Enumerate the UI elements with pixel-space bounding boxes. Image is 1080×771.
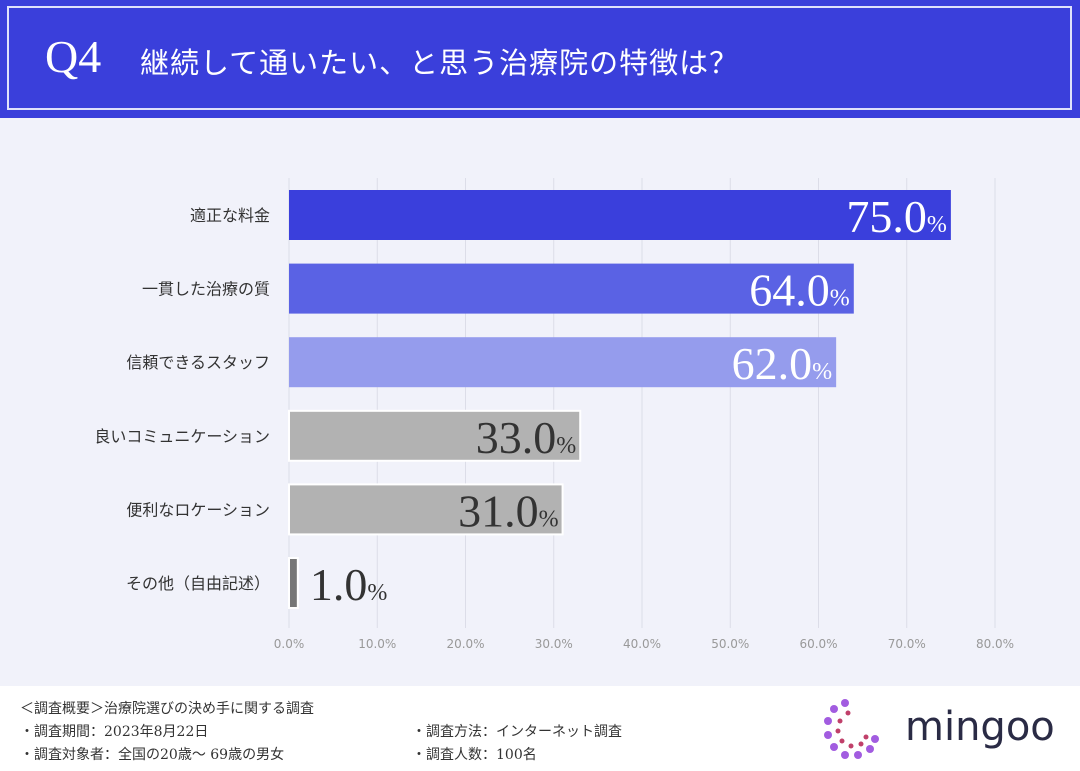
survey-method: ・調査方法：インターネット調査 [412, 724, 622, 740]
header-frame [7, 6, 1072, 110]
survey-period: ・調査期間：2023年8月22日 [20, 724, 209, 740]
data-label: 33.0% [476, 412, 577, 463]
header: Q4 継続して通いたい、と思う治療院の特徴は？ [0, 0, 1080, 118]
bar [289, 190, 951, 240]
data-label: 62.0% [732, 338, 833, 389]
x-tick-label: 50.0% [711, 637, 749, 651]
category-label: 適正な料金 [190, 206, 270, 225]
x-tick-label: 30.0% [535, 637, 573, 651]
bar [289, 337, 837, 388]
category-label: その他（自由記述） [126, 574, 270, 593]
x-tick-label: 0.0% [274, 637, 305, 651]
category-label: 信頼できるスタッフ [126, 353, 270, 372]
category-label: 一貫した治療の質 [142, 280, 270, 299]
bar [288, 483, 564, 536]
survey-count: ・調査人数：100名 [412, 747, 537, 763]
logo-text: mingoo [905, 704, 1055, 750]
category-label: 良いコミュニケーション [94, 427, 270, 446]
question-number: Q4 [45, 31, 102, 82]
data-label: 75.0% [846, 191, 947, 242]
x-tick-label: 60.0% [799, 637, 837, 651]
data-label: 31.0% [458, 485, 559, 536]
data-label: 1.0% [310, 559, 388, 610]
bar-chart: 0.0% 10.0% 20.0% 30.0% 40.0% 50.0% 60.0% 70.0% 8… [94, 178, 1014, 651]
x-tick-label: 20.0% [446, 637, 484, 651]
x-tick-label: 40.0% [623, 637, 661, 651]
survey-target: ・調査対象者：全国の20歳〜 69歳の男女 [20, 747, 285, 763]
x-tick-label: 10.0% [358, 637, 396, 651]
logo-icon [824, 699, 879, 759]
bar [289, 263, 854, 314]
category-label: 便利なロケーション [126, 500, 270, 519]
bar [288, 557, 299, 609]
x-tick-label: 70.0% [888, 637, 926, 651]
survey-overview: ＜調査概要＞治療院選びの決め手に関する調査 [20, 701, 314, 717]
x-tick-label: 80.0% [976, 637, 1014, 651]
footer: ＜調査概要＞治療院選びの決め手に関する調査 ・調査期間：2023年8月22日 ・… [0, 686, 1080, 771]
bar [288, 409, 582, 462]
data-label: 64.0% [749, 265, 850, 316]
page-title: 継続して通いたい、と思う治療院の特徴は？ [140, 46, 740, 80]
